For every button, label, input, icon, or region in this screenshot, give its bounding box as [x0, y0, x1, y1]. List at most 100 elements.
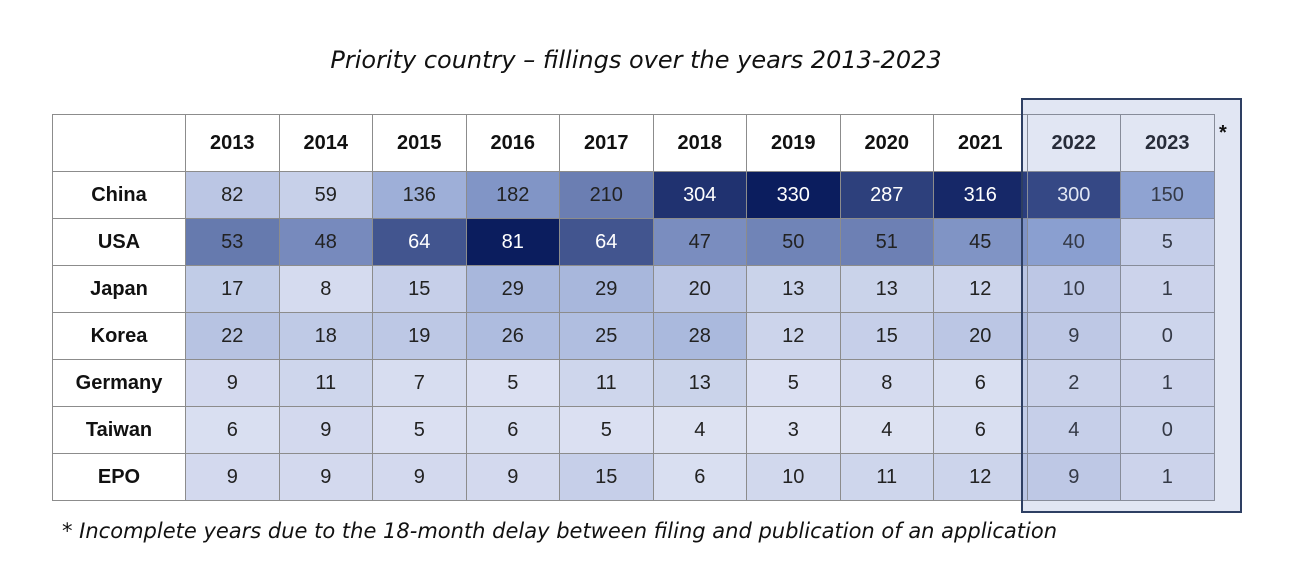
cell-korea-2019: 12: [746, 312, 841, 360]
column-header-2021: 2021: [933, 114, 1028, 172]
row-label-taiwan: Taiwan: [52, 406, 186, 454]
cell-japan-2017: 29: [559, 265, 654, 313]
chart-title: Priority country – fillings over the yea…: [330, 46, 942, 74]
table-row-epo: EPO 9 9 9 9 15 6 10 11 12 9 1: [52, 453, 1215, 501]
cell-taiwan-2016: 6: [465, 406, 560, 454]
cell-japan-2020: 13: [839, 265, 934, 313]
cell-japan-2019: 13: [746, 265, 841, 313]
column-header-2013: 2013: [185, 114, 280, 172]
cell-japan-2016: 29: [465, 265, 560, 313]
cell-taiwan-2015: 5: [372, 406, 467, 454]
row-label-epo: EPO: [52, 453, 186, 501]
row-label-japan: Japan: [52, 265, 186, 313]
table-row-usa: USA 53 48 64 81 64 47 50 51 45 40 5: [52, 218, 1215, 266]
column-header-2015: 2015: [372, 114, 467, 172]
cell-japan-2015: 15: [372, 265, 467, 313]
column-header-2014: 2014: [278, 114, 373, 172]
cell-china-2015: 136: [372, 171, 467, 219]
cell-usa-2016: 81: [465, 218, 560, 266]
corner-cell: [52, 114, 186, 172]
cell-germany-2017: 11: [559, 359, 654, 407]
column-header-2019: 2019: [746, 114, 841, 172]
heatmap-table: 2013 2014 2015 2016 2017 2018 2019 2020 2021 2022…: [52, 114, 1215, 501]
cell-korea-2016: 26: [465, 312, 560, 360]
cell-usa-2023: 5: [1120, 218, 1215, 266]
cell-epo-2019: 10: [746, 453, 841, 501]
cell-taiwan-2014: 9: [278, 406, 373, 454]
cell-epo-2014: 9: [278, 453, 373, 501]
cell-epo-2016: 9: [465, 453, 560, 501]
row-label-usa: USA: [52, 218, 186, 266]
cell-germany-2021: 6: [933, 359, 1028, 407]
column-header-2023: 2023: [1120, 114, 1215, 172]
cell-korea-2018: 28: [652, 312, 747, 360]
column-header-2016: 2016: [465, 114, 560, 172]
cell-epo-2018: 6: [652, 453, 747, 501]
cell-germany-2016: 5: [465, 359, 560, 407]
cell-epo-2020: 11: [839, 453, 934, 501]
cell-taiwan-2017: 5: [559, 406, 654, 454]
cell-germany-2022: 2: [1026, 359, 1121, 407]
column-header-2022: 2022: [1026, 114, 1121, 172]
cell-usa-2017: 64: [559, 218, 654, 266]
cell-china-2013: 82: [185, 171, 280, 219]
cell-epo-2021: 12: [933, 453, 1028, 501]
table-row-taiwan: Taiwan 6 9 5 6 5 4 3 4 6 4 0: [52, 406, 1215, 454]
column-header-2018: 2018: [652, 114, 747, 172]
cell-taiwan-2020: 4: [839, 406, 934, 454]
cell-taiwan-2022: 4: [1026, 406, 1121, 454]
column-header-2017: 2017: [559, 114, 654, 172]
table-row-korea: Korea 22 18 19 26 25 28 12 15 20 9 0: [52, 312, 1215, 360]
cell-germany-2020: 8: [839, 359, 934, 407]
cell-korea-2021: 20: [933, 312, 1028, 360]
heatmap-body: China 82 59 136 182 210 304 330 287 316 300 150 USA 5…: [52, 171, 1215, 501]
cell-germany-2015: 7: [372, 359, 467, 407]
cell-korea-2014: 18: [278, 312, 373, 360]
cell-china-2023: 150: [1120, 171, 1215, 219]
cell-germany-2023: 1: [1120, 359, 1215, 407]
cell-korea-2017: 25: [559, 312, 654, 360]
cell-epo-2023: 1: [1120, 453, 1215, 501]
cell-taiwan-2021: 6: [933, 406, 1028, 454]
table-row-germany: Germany 9 11 7 5 11 13 5 8 6 2 1: [52, 359, 1215, 407]
cell-taiwan-2023: 0: [1120, 406, 1215, 454]
cell-germany-2019: 5: [746, 359, 841, 407]
cell-germany-2013: 9: [185, 359, 280, 407]
cell-usa-2022: 40: [1026, 218, 1121, 266]
cell-epo-2017: 15: [559, 453, 654, 501]
cell-china-2021: 316: [933, 171, 1028, 219]
footnote: * Incomplete years due to the 18-month d…: [62, 519, 1058, 543]
cell-japan-2023: 1: [1120, 265, 1215, 313]
column-header-2020: 2020: [839, 114, 934, 172]
cell-japan-2014: 8: [278, 265, 373, 313]
cell-china-2022: 300: [1026, 171, 1121, 219]
row-label-china: China: [52, 171, 186, 219]
cell-usa-2021: 45: [933, 218, 1028, 266]
cell-usa-2020: 51: [839, 218, 934, 266]
cell-korea-2020: 15: [839, 312, 934, 360]
cell-china-2014: 59: [278, 171, 373, 219]
cell-usa-2015: 64: [372, 218, 467, 266]
cell-usa-2014: 48: [278, 218, 373, 266]
cell-germany-2018: 13: [652, 359, 747, 407]
cell-usa-2013: 53: [185, 218, 280, 266]
cell-korea-2022: 9: [1026, 312, 1121, 360]
cell-japan-2013: 17: [185, 265, 280, 313]
cell-china-2019: 330: [746, 171, 841, 219]
cell-korea-2015: 19: [372, 312, 467, 360]
cell-korea-2013: 22: [185, 312, 280, 360]
cell-japan-2018: 20: [652, 265, 747, 313]
cell-taiwan-2013: 6: [185, 406, 280, 454]
cell-japan-2022: 10: [1026, 265, 1121, 313]
table-row-china: China 82 59 136 182 210 304 330 287 316 300 150: [52, 171, 1215, 219]
row-label-korea: Korea: [52, 312, 186, 360]
incomplete-asterisk: *: [1219, 122, 1227, 144]
cell-taiwan-2018: 4: [652, 406, 747, 454]
cell-korea-2023: 0: [1120, 312, 1215, 360]
header-row: 2013 2014 2015 2016 2017 2018 2019 2020 2021 2022…: [52, 114, 1215, 172]
cell-epo-2022: 9: [1026, 453, 1121, 501]
cell-epo-2015: 9: [372, 453, 467, 501]
cell-epo-2013: 9: [185, 453, 280, 501]
cell-china-2017: 210: [559, 171, 654, 219]
table-row-japan: Japan 17 8 15 29 29 20 13 13 12 10 1: [52, 265, 1215, 313]
